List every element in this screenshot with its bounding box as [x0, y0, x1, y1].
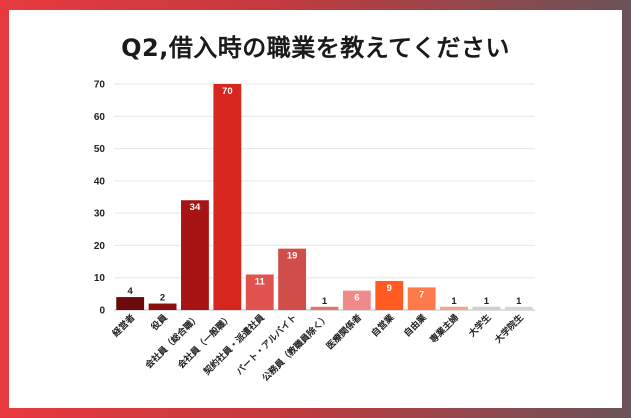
data-label: 70 — [222, 86, 233, 97]
data-label: 7 — [419, 289, 424, 300]
bar — [407, 287, 436, 310]
x-tick-label: パート・アルバイト — [234, 312, 300, 378]
x-tick-label: 大学院生 — [492, 312, 526, 346]
x-tick-label: 契約社員・派遣社員 — [200, 312, 266, 378]
data-label: 6 — [354, 293, 359, 304]
bar — [213, 84, 242, 310]
bar — [342, 290, 371, 310]
y-tick-label: 50 — [94, 144, 106, 155]
bar — [245, 274, 274, 310]
bars — [116, 84, 533, 310]
x-axis: 経営者 役員会社員（総合職）会社員（一般職）契約社員・派遣社員パート・アルバイト公… — [110, 311, 526, 384]
chart-title: Q2,借入時の職業を教えてください — [121, 34, 510, 62]
bar — [375, 280, 404, 310]
data-label: 1 — [484, 296, 490, 307]
data-label: 19 — [287, 251, 298, 262]
data-label: 34 — [190, 202, 201, 213]
chart-card: Q2,借入時の職業を教えてください 0 10 20 30 40 50 60 70 4 2 34 70… — [9, 10, 622, 408]
x-tick-label: 経営者 — [110, 312, 138, 340]
y-tick-label: 60 — [94, 112, 106, 123]
x-tick-label: 自由業 — [401, 311, 429, 339]
x-tick-label: 役員 — [148, 312, 170, 334]
x-tick-label: 会社員（総合職） — [143, 312, 202, 371]
bar — [181, 200, 209, 310]
bar — [504, 306, 533, 310]
y-tick-label: 0 — [99, 306, 105, 317]
x-tick-label: 専業主婦 — [427, 312, 461, 346]
data-label: 1 — [516, 296, 522, 307]
bar — [472, 306, 501, 310]
data-label: 1 — [322, 296, 328, 307]
y-tick-label: 40 — [94, 176, 106, 187]
y-tick-label: 70 — [94, 80, 106, 91]
y-tick-label: 10 — [94, 273, 106, 284]
y-axis: 0 10 20 30 40 50 60 70 — [94, 80, 106, 317]
data-label: 11 — [255, 276, 266, 287]
gridlines — [114, 83, 535, 311]
bar — [310, 306, 339, 310]
x-tick-label: 大学生 — [466, 312, 494, 340]
bar — [148, 303, 177, 310]
x-tick-label: 会社員（一般職） — [175, 312, 234, 371]
y-tick-label: 20 — [94, 241, 106, 252]
x-tick-label: 自営業 — [369, 311, 397, 339]
bar — [116, 297, 145, 310]
data-label: 2 — [160, 293, 165, 304]
x-tick-label: 医療関係者 — [324, 312, 364, 352]
bar — [278, 248, 307, 310]
data-label: 4 — [128, 286, 134, 297]
y-tick-label: 30 — [94, 209, 106, 220]
data-label: 9 — [387, 283, 392, 294]
data-label: 1 — [451, 296, 457, 307]
bar — [440, 306, 468, 310]
